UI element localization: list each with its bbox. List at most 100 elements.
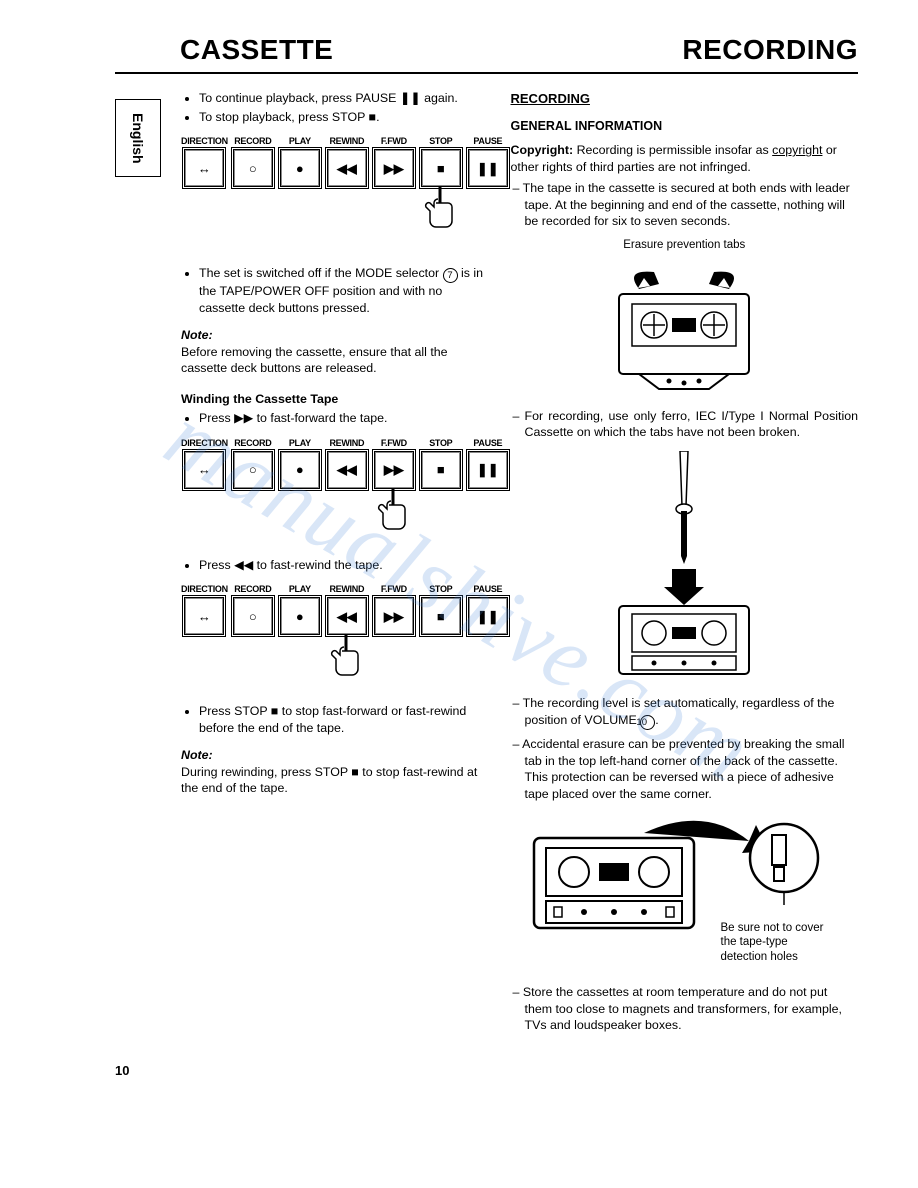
note-body: Before removing the cassette, ensure tha… bbox=[181, 344, 487, 377]
btn-label: PAUSE bbox=[473, 135, 502, 147]
left-column: To continue playback, press PAUSE ❚❚ aga… bbox=[115, 90, 487, 1040]
btn-label: REWIND bbox=[329, 437, 364, 449]
leader-tape-text: The tape in the cassette is secured at b… bbox=[525, 180, 859, 230]
btn-label: STOP bbox=[429, 583, 452, 595]
bullet-ffwd: Press ▶▶ to fast-forward the tape. bbox=[199, 410, 487, 427]
ffwd-button: ▶▶ bbox=[372, 595, 416, 637]
rewind-icon: ◀◀ bbox=[337, 162, 357, 175]
hand-pointer-icon bbox=[330, 633, 364, 683]
play-icon: ● bbox=[296, 610, 304, 623]
language-tab: English bbox=[115, 99, 161, 177]
pause-button: ❚❚ bbox=[466, 147, 510, 189]
stop-icon: ■ bbox=[437, 162, 445, 175]
rewind-button: ◀◀ bbox=[325, 449, 369, 491]
button-row-rewind: DIRECTION ↔ RECORD ○ PLAY ● REWIND ◀◀ F.FWD ▶… bbox=[181, 583, 487, 683]
stop-icon: ■ bbox=[437, 610, 445, 623]
pause-icon: ❚❚ bbox=[477, 162, 499, 175]
stop-button: ■ bbox=[419, 147, 463, 189]
general-info-heading: GENERAL INFORMATION bbox=[511, 118, 859, 135]
pause-icon: ❚❚ bbox=[477, 610, 499, 623]
winding-heading: Winding the Cassette Tape bbox=[181, 391, 487, 408]
btn-label: PLAY bbox=[289, 135, 311, 147]
btn-label: STOP bbox=[429, 135, 452, 147]
btn-label: PLAY bbox=[289, 437, 311, 449]
play-button: ● bbox=[278, 449, 322, 491]
btn-label: PAUSE bbox=[473, 437, 502, 449]
language-label: English bbox=[130, 113, 146, 164]
bullet-stop: To stop playback, press STOP ■. bbox=[199, 109, 487, 126]
record-button: ○ bbox=[231, 449, 275, 491]
header-right: RECORDING bbox=[682, 34, 858, 66]
record-icon: ○ bbox=[249, 610, 257, 623]
btn-label: F.FWD bbox=[381, 583, 407, 595]
note-body: During rewinding, press STOP ■ to stop f… bbox=[181, 764, 487, 797]
btn-label: RECORD bbox=[234, 583, 271, 595]
button-row-stop: DIRECTION ↔ RECORD ○ PLAY ● REWIND ◀◀ F.FWD ▶… bbox=[181, 135, 487, 235]
button-row-ffwd: DIRECTION ↔ RECORD ○ PLAY ● REWIND ◀◀ F.FWD ▶… bbox=[181, 437, 487, 537]
btn-label: F.FWD bbox=[381, 135, 407, 147]
btn-label: REWIND bbox=[329, 135, 364, 147]
stop-icon: ■ bbox=[437, 463, 445, 476]
rewind-button: ◀◀ bbox=[325, 147, 369, 189]
level-text: The recording level is set automatically… bbox=[525, 695, 859, 730]
bullet-mode: The set is switched off if the MODE sele… bbox=[199, 265, 487, 316]
storage-text: Store the cassettes at room temperature … bbox=[525, 984, 859, 1034]
record-button: ○ bbox=[231, 595, 275, 637]
ffwd-icon: ▶▶ bbox=[384, 463, 404, 476]
erasure-text: Accidental erasure can be prevented by b… bbox=[525, 736, 859, 803]
ffwd-icon: ▶▶ bbox=[384, 162, 404, 175]
btn-label: STOP bbox=[429, 437, 452, 449]
play-icon: ● bbox=[296, 162, 304, 175]
right-column: RECORDING GENERAL INFORMATION Copyright:… bbox=[511, 90, 859, 1040]
rewind-icon: ◀◀ bbox=[337, 610, 357, 623]
record-button: ○ bbox=[231, 147, 275, 189]
rewind-button: ◀◀ bbox=[325, 595, 369, 637]
direction-icon: ↔ bbox=[198, 463, 211, 476]
stop-button: ■ bbox=[419, 595, 463, 637]
circled-10-icon: 10 bbox=[640, 715, 655, 730]
stop-button: ■ bbox=[419, 449, 463, 491]
recording-heading: RECORDING bbox=[511, 90, 859, 108]
pause-icon: ❚❚ bbox=[477, 463, 499, 476]
ffwd-button: ▶▶ bbox=[372, 449, 416, 491]
copyright-text: Copyright: Recording is permissible inso… bbox=[511, 142, 859, 175]
bullet-continue: To continue playback, press PAUSE ❚❚ aga… bbox=[199, 90, 487, 107]
record-icon: ○ bbox=[249, 162, 257, 175]
ffwd-button: ▶▶ bbox=[372, 147, 416, 189]
cassette-tabs-figure bbox=[511, 264, 859, 394]
play-button: ● bbox=[278, 147, 322, 189]
hand-pointer-icon bbox=[424, 185, 458, 235]
direction-button: ↔ bbox=[182, 147, 226, 189]
note-heading: Note: bbox=[181, 327, 487, 344]
btn-label: PAUSE bbox=[473, 583, 502, 595]
bullet-rewind: Press ◀◀ to fast-rewind the tape. bbox=[199, 557, 487, 574]
record-icon: ○ bbox=[249, 463, 257, 476]
direction-icon: ↔ bbox=[198, 610, 211, 623]
btn-label: REWIND bbox=[329, 583, 364, 595]
btn-label: F.FWD bbox=[381, 437, 407, 449]
header-left: CASSETTE bbox=[180, 34, 333, 66]
ffwd-icon: ▶▶ bbox=[384, 610, 404, 623]
direction-icon: ↔ bbox=[198, 162, 211, 175]
pause-button: ❚❚ bbox=[466, 595, 510, 637]
direction-button: ↔ bbox=[182, 595, 226, 637]
note-heading: Note: bbox=[181, 747, 487, 764]
ferro-text: For recording, use only ferro, IEC I/Typ… bbox=[525, 408, 859, 441]
page-number: 10 bbox=[115, 1063, 129, 1078]
direction-button: ↔ bbox=[182, 449, 226, 491]
rewind-icon: ◀◀ bbox=[337, 463, 357, 476]
pause-button: ❚❚ bbox=[466, 449, 510, 491]
btn-label: RECORD bbox=[234, 135, 271, 147]
play-icon: ● bbox=[296, 463, 304, 476]
tabs-caption: Erasure prevention tabs bbox=[511, 238, 859, 254]
btn-label: DIRECTION bbox=[181, 583, 228, 595]
bullet-stop-ff: Press STOP ■ to stop fast-forward or fas… bbox=[199, 703, 487, 736]
hand-pointer-icon bbox=[377, 487, 411, 537]
page-header: CASSETTE RECORDING bbox=[115, 34, 858, 74]
play-button: ● bbox=[278, 595, 322, 637]
btn-label: PLAY bbox=[289, 583, 311, 595]
btn-label: DIRECTION bbox=[181, 135, 228, 147]
btn-label: RECORD bbox=[234, 437, 271, 449]
btn-label: DIRECTION bbox=[181, 437, 228, 449]
screwdriver-figure bbox=[511, 451, 859, 681]
